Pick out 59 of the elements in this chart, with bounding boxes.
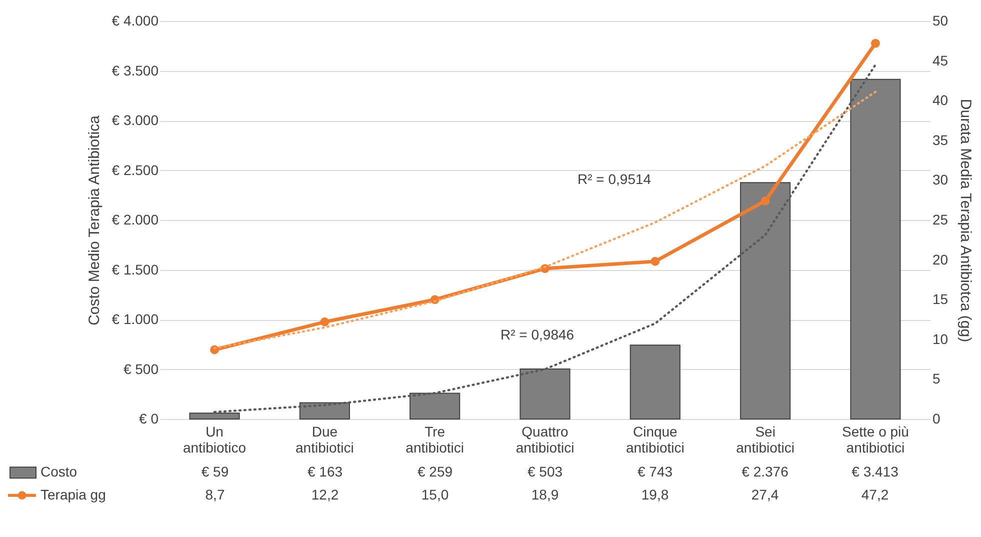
y-tick-label: € 2.000	[112, 212, 159, 228]
y2-tick-label: 0	[932, 410, 940, 426]
y-tick-label: € 4.000	[112, 12, 159, 28]
data-label: 47,2	[861, 486, 889, 502]
x-tick-label: Un antibiotico	[183, 424, 246, 456]
bar	[410, 392, 460, 420]
data-label: € 2.376	[742, 464, 789, 480]
data-label: € 503	[527, 464, 563, 480]
y-tick-label: € 3.000	[112, 112, 159, 128]
line-series	[213, 64, 877, 414]
y2-tick-label: 20	[932, 251, 948, 268]
data-label: € 59	[201, 464, 229, 480]
data-label: 18,9	[531, 486, 559, 502]
y2-tick-label: 15	[932, 291, 948, 308]
y-tick-label: € 2.500	[112, 162, 159, 178]
x-tick-label: Due antibiotici	[296, 424, 354, 456]
x-tick-label: Sette o più antibiotici	[842, 424, 909, 456]
data-label: 15,0	[421, 486, 449, 502]
y2-tick-label: 35	[932, 132, 948, 148]
bar	[299, 402, 350, 420]
data-label: € 743	[637, 464, 673, 480]
y-tick-label: € 3.500	[112, 62, 159, 78]
point	[871, 38, 880, 48]
y-tick-label: € 500	[123, 360, 159, 377]
data-label: 27,4	[751, 486, 779, 502]
y-tick-label: € 0	[139, 410, 159, 426]
y-axis-title: Costo Medio Terapia Antibiotica	[86, 114, 103, 326]
y2-axis-title: Durata Media Terapia Antibiotca (gg)	[957, 98, 974, 342]
point	[650, 256, 660, 266]
bar	[189, 412, 240, 420]
data-label: 12,2	[311, 486, 339, 502]
bar	[630, 344, 680, 420]
x-tick-label: Tre antibiotici	[406, 424, 464, 456]
data-label: 8,7	[205, 486, 225, 502]
x-tick-label: Sei antibiotici	[736, 424, 794, 456]
y2-tick-label: 5	[932, 370, 940, 387]
y2-tick-label: 45	[932, 52, 948, 68]
data-label: € 163	[307, 464, 343, 480]
y2-tick-label: 50	[932, 12, 948, 28]
point	[320, 317, 330, 326]
data-label: € 259	[417, 464, 453, 480]
annotation: R² = 0,9514	[578, 171, 652, 188]
legend-label: Terapia gg	[40, 486, 106, 502]
annotation: R² = 0,9846	[500, 326, 574, 342]
y2-tick-label: 30	[932, 172, 948, 188]
y2-tick-label: 40	[932, 92, 948, 108]
y2-tick-label: 10	[932, 330, 948, 347]
legend-label: Costo	[40, 464, 78, 480]
y2-tick-label: 25	[932, 212, 948, 228]
x-tick-label: Quattro antibiotici	[516, 424, 574, 456]
point	[760, 196, 770, 206]
data-label: 19,8	[641, 486, 669, 502]
y-tick-label: € 1.000	[112, 311, 159, 327]
bar	[520, 368, 570, 420]
x-tick-label: Cinque antibiotici	[626, 424, 684, 456]
bar	[850, 78, 901, 420]
data-label: € 3.413	[852, 464, 899, 480]
bar	[740, 182, 791, 420]
y-tick-label: € 1.500	[112, 261, 159, 278]
